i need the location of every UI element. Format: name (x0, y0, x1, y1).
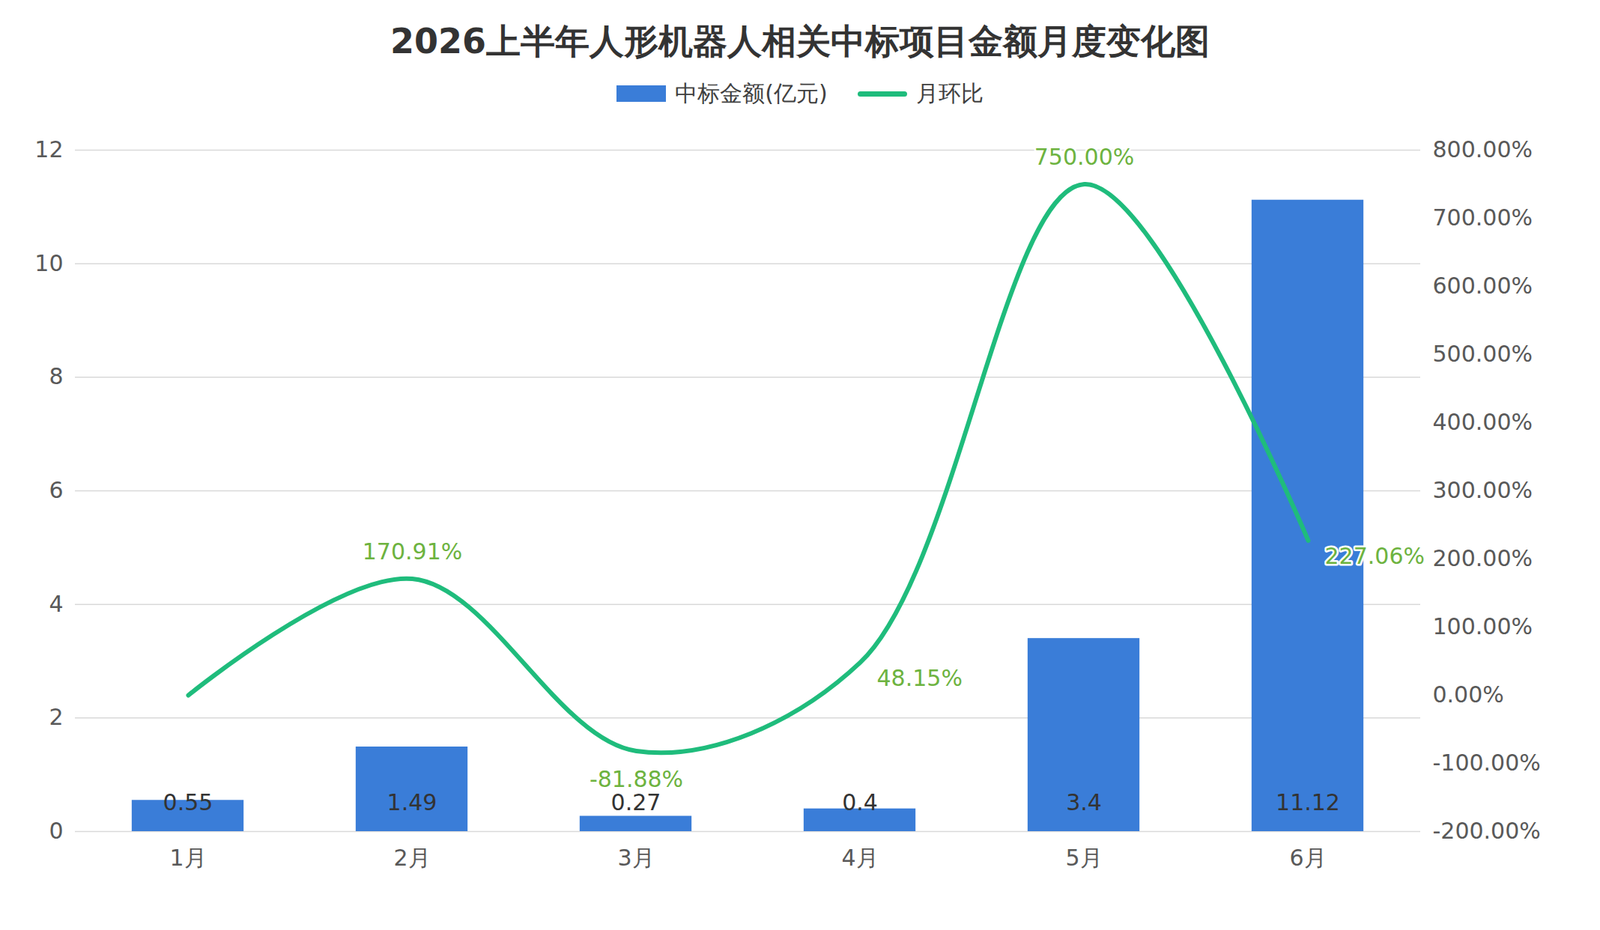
svg-text:6: 6 (48, 477, 63, 504)
svg-text:8: 8 (48, 363, 63, 390)
svg-text:170.91%: 170.91% (362, 538, 463, 565)
svg-text:300.00%: 300.00% (1432, 477, 1533, 504)
svg-text:400.00%: 400.00% (1432, 408, 1533, 436)
svg-text:800.00%: 800.00% (1432, 136, 1533, 163)
html-text:月环比: 月环比 (915, 79, 984, 106)
svg-text:0: 0 (48, 817, 63, 845)
svg-text:2月: 2月 (393, 844, 430, 872)
svg-text:600.00%: 600.00% (1432, 272, 1533, 299)
svg-text:4: 4 (48, 591, 63, 618)
svg-text:-81.88%: -81.88% (589, 766, 684, 793)
svg-text:48.15%: 48.15% (877, 665, 963, 692)
svg-text:-200.00%: -200.00% (1432, 817, 1541, 845)
svg-text:0.55: 0.55 (163, 789, 214, 816)
html-text:中标金额(亿元): 中标金额(亿元) (675, 79, 828, 106)
svg-text:0.00%: 0.00% (1432, 681, 1505, 708)
svg-text:1.49: 1.49 (387, 789, 438, 816)
svg-text:11.12: 11.12 (1275, 789, 1341, 816)
svg-text:200.00%: 200.00% (1432, 545, 1533, 572)
svg-text:100.00%: 100.00% (1432, 613, 1533, 640)
svg-text:2: 2 (48, 704, 63, 731)
svg-text:0.4: 0.4 (841, 789, 878, 816)
svg-text:3月: 3月 (617, 844, 654, 872)
svg-text:227.06%: 227.06% (1325, 543, 1425, 570)
svg-text:700.00%: 700.00% (1432, 204, 1533, 231)
svg-text:4月: 4月 (841, 844, 878, 872)
svg-text:-100.00%: -100.00% (1432, 749, 1541, 777)
svg-text:10: 10 (34, 250, 63, 277)
svg-text:6月: 6月 (1289, 844, 1326, 872)
svg-text:500.00%: 500.00% (1432, 340, 1533, 368)
svg-text:3.4: 3.4 (1065, 789, 1102, 816)
html-text:2026上半年人形机器人相关中标项目金额月度变化图: 2026上半年人形机器人相关中标项目金额月度变化图 (390, 20, 1210, 62)
svg-text:750.00%: 750.00% (1034, 143, 1135, 171)
svg-text:0.27: 0.27 (611, 789, 662, 816)
svg-text:12: 12 (34, 136, 63, 163)
svg-text:1月: 1月 (169, 844, 206, 872)
svg-text:5月: 5月 (1065, 844, 1102, 872)
